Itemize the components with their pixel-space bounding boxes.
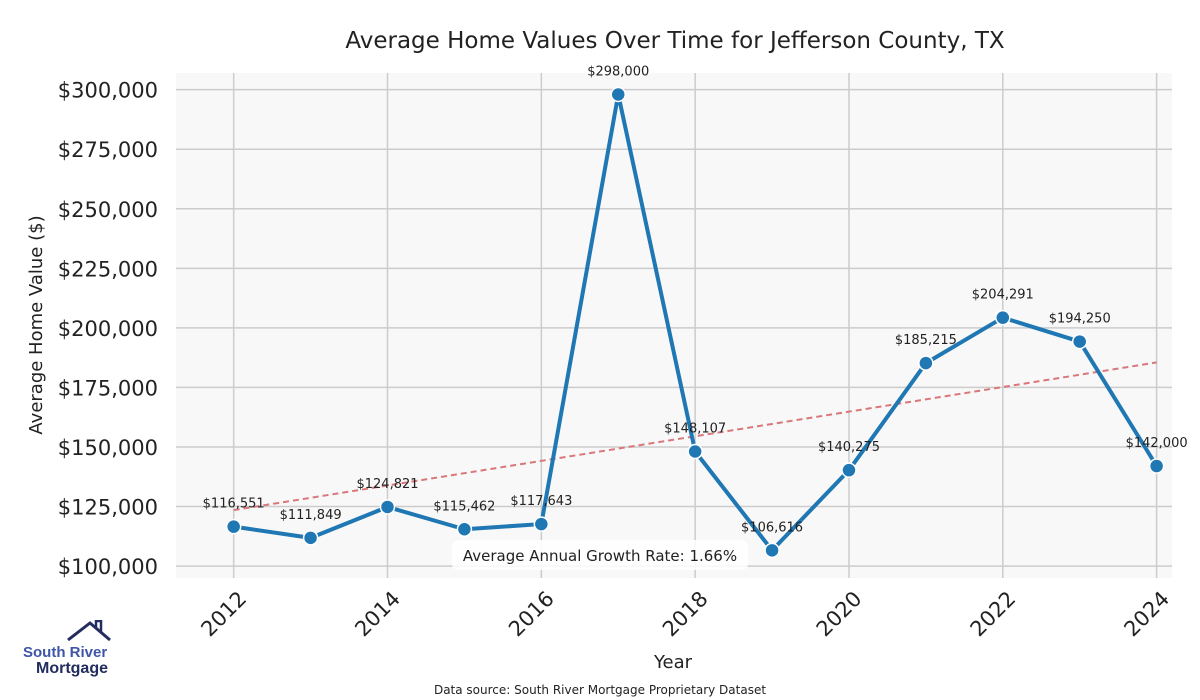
data-point xyxy=(610,86,626,103)
y-tick-label: $200,000 xyxy=(58,317,158,341)
data-label: $142,000 xyxy=(1126,436,1188,451)
logo-line2: Mortgage xyxy=(36,660,108,677)
data-point xyxy=(456,521,473,538)
data-label: $194,250 xyxy=(1049,312,1111,327)
data-point xyxy=(764,542,780,559)
data-point xyxy=(533,516,550,532)
x-tick-label: 2016 xyxy=(504,587,559,642)
data-point xyxy=(1148,458,1165,474)
x-axis-label: Year xyxy=(653,652,693,673)
data-source: Data source: South River Mortgage Propri… xyxy=(434,683,766,697)
data-label: $116,551 xyxy=(203,497,265,512)
trend-line xyxy=(233,361,1157,512)
data-point xyxy=(1071,333,1088,350)
data-label: $117,643 xyxy=(510,494,572,509)
logo: South River Mortgage xyxy=(18,620,118,682)
x-tick-label: 2022 xyxy=(966,587,1021,642)
data-point xyxy=(379,499,396,515)
x-tick-label: 2014 xyxy=(350,587,405,642)
y-axis-label: Average Home Value ($) xyxy=(26,215,47,434)
x-tick-label: 2012 xyxy=(196,587,251,642)
data-point xyxy=(841,462,857,478)
data-label: $106,616 xyxy=(741,520,803,535)
data-point xyxy=(302,530,319,546)
data-point xyxy=(687,443,703,460)
x-tick-label: 2024 xyxy=(1119,587,1174,642)
x-tick-label: 2020 xyxy=(812,587,867,642)
data-label: $204,291 xyxy=(972,288,1034,303)
data-label: $148,107 xyxy=(664,421,726,436)
chart-title: Average Home Values Over Time for Jeffer… xyxy=(345,28,1005,54)
data-label: $185,215 xyxy=(895,333,957,348)
y-tick-label: $225,000 xyxy=(58,257,158,281)
y-tick-label: $300,000 xyxy=(58,79,158,103)
data-label: $140,275 xyxy=(818,440,880,455)
y-tick-label: $150,000 xyxy=(58,436,158,460)
y-tick-label: $100,000 xyxy=(58,555,158,579)
y-tick-label: $125,000 xyxy=(58,496,158,520)
y-tick-label: $175,000 xyxy=(58,376,158,400)
data-point xyxy=(918,355,934,371)
data-label: $111,849 xyxy=(280,508,342,523)
y-tick-label: $250,000 xyxy=(58,198,158,222)
y-tick-label: $275,000 xyxy=(58,138,158,162)
annotation-box xyxy=(452,540,748,570)
logo-line1: South River xyxy=(23,644,108,661)
growth-rate-annotation: Average Annual Growth Rate: 1.66% xyxy=(463,547,737,565)
data-point xyxy=(225,518,242,535)
house-icon xyxy=(67,620,111,642)
data-label: $298,000 xyxy=(587,64,649,79)
data-label: $124,821 xyxy=(356,477,418,492)
plot-area xyxy=(176,73,1172,578)
data-label: $115,462 xyxy=(433,499,495,514)
x-tick-label: 2018 xyxy=(658,587,713,642)
data-point xyxy=(995,309,1011,326)
